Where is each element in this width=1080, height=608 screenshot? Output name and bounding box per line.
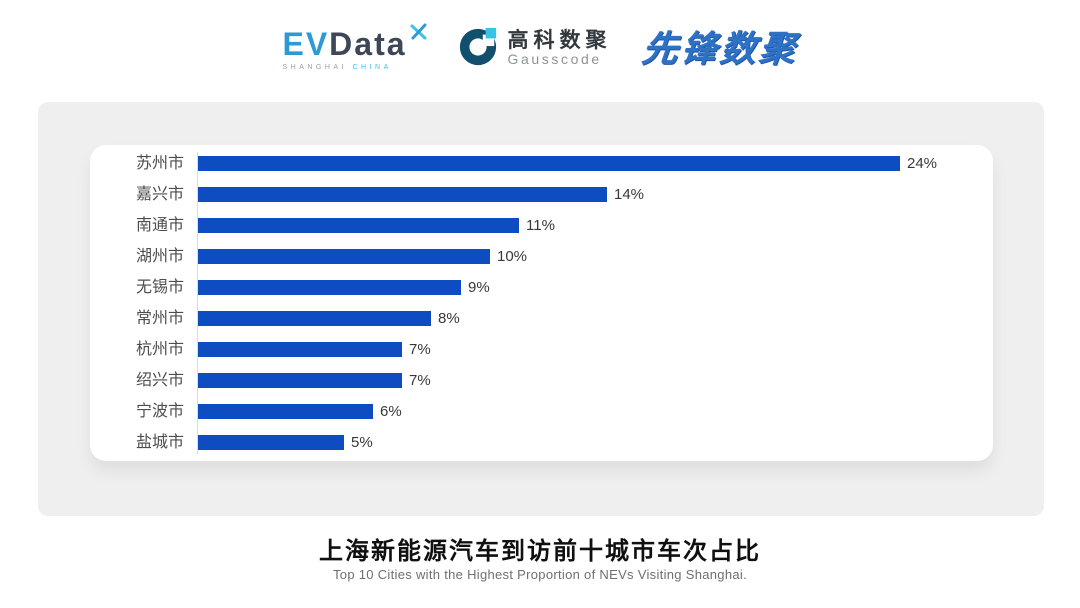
bar-chart: 苏州市 24% 嘉兴市 14% 南通市 11% 湖州市 10% 无锡市 9% bbox=[90, 148, 985, 458]
bar bbox=[197, 404, 373, 419]
bar-row: 盐城市 5% bbox=[90, 427, 985, 458]
bar bbox=[197, 218, 519, 233]
bar-track: 6% bbox=[197, 396, 985, 427]
evdata-logo: EV Data SHANGHAI CHINA bbox=[282, 23, 427, 71]
bar-value-label: 9% bbox=[468, 279, 490, 296]
chart-panel: 苏州市 24% 嘉兴市 14% 南通市 11% 湖州市 10% 无锡市 9% bbox=[90, 145, 993, 461]
bar bbox=[197, 373, 402, 388]
bar-track: 5% bbox=[197, 427, 985, 458]
bar-value-label: 14% bbox=[614, 186, 645, 203]
bar bbox=[197, 342, 402, 357]
bar-category-label: 宁波市 bbox=[135, 402, 184, 420]
bar-track: 11% bbox=[197, 210, 985, 241]
gausscode-g-icon bbox=[457, 26, 499, 73]
bar bbox=[197, 435, 344, 450]
bar bbox=[197, 187, 607, 202]
evdata-data-text: Data bbox=[329, 25, 407, 62]
bar-track: 9% bbox=[197, 272, 985, 303]
chart-title: 上海新能源汽车到访前十城市车次占比 bbox=[319, 538, 761, 565]
bar-row: 嘉兴市 14% bbox=[90, 179, 985, 210]
evdata-ev-text: EV bbox=[282, 25, 330, 62]
bar-track: 14% bbox=[197, 179, 985, 210]
bar-track: 10% bbox=[197, 241, 985, 272]
xianfeng-wordmark: 先锋数聚 bbox=[639, 28, 800, 69]
gausscode-en-name: Gausscode bbox=[507, 51, 602, 68]
bar-row: 绍兴市 7% bbox=[90, 365, 985, 396]
bar-category-label: 苏州市 bbox=[135, 154, 184, 172]
bar-category-label: 无锡市 bbox=[135, 278, 184, 296]
bar-row: 苏州市 24% bbox=[90, 148, 985, 179]
evdata-wordmark: EV Data bbox=[282, 28, 406, 60]
bar-row: 宁波市 6% bbox=[90, 396, 985, 427]
bar-row: 杭州市 7% bbox=[90, 334, 985, 365]
bar-rows: 苏州市 24% 嘉兴市 14% 南通市 11% 湖州市 10% 无锡市 9% bbox=[90, 148, 985, 458]
bar-category-label: 杭州市 bbox=[135, 340, 184, 358]
bar bbox=[197, 156, 900, 171]
bar-category-label: 绍兴市 bbox=[135, 371, 184, 389]
bar-value-label: 7% bbox=[409, 372, 431, 389]
bar-value-label: 11% bbox=[526, 217, 555, 234]
bar-category-label: 南通市 bbox=[135, 216, 184, 234]
bar-value-label: 24% bbox=[907, 155, 938, 172]
bar-value-label: 5% bbox=[351, 434, 373, 451]
bar-track: 7% bbox=[197, 334, 985, 365]
bar-value-label: 10% bbox=[497, 248, 528, 265]
bar-track: 24% bbox=[197, 148, 985, 179]
y-axis-line bbox=[197, 152, 198, 454]
bar-track: 8% bbox=[197, 303, 985, 334]
bar-category-label: 湖州市 bbox=[135, 247, 184, 265]
chart-card: 苏州市 24% 嘉兴市 14% 南通市 11% 湖州市 10% 无锡市 9% bbox=[38, 102, 1044, 516]
bar-category-label: 嘉兴市 bbox=[135, 185, 184, 203]
gausscode-logo: 高科数聚 Gausscode bbox=[457, 26, 612, 73]
bar-value-label: 8% bbox=[438, 310, 460, 327]
bar-row: 湖州市 10% bbox=[90, 241, 985, 272]
chart-subtitle: Top 10 Cities with the Highest Proportio… bbox=[333, 567, 747, 582]
evdata-x-spark-icon bbox=[409, 22, 429, 47]
bar bbox=[197, 249, 490, 264]
bar-value-label: 6% bbox=[380, 403, 402, 420]
bar-category-label: 盐城市 bbox=[135, 433, 184, 451]
gausscode-cn-name: 高科数聚 bbox=[507, 29, 612, 53]
bar-row: 无锡市 9% bbox=[90, 272, 985, 303]
logo-bar: EV Data SHANGHAI CHINA 高科数聚 Gausscode 先锋数… bbox=[0, 20, 1080, 78]
evdata-subtext: SHANGHAI CHINA bbox=[282, 63, 392, 71]
bar-value-label: 7% bbox=[409, 341, 431, 358]
gausscode-text: 高科数聚 Gausscode bbox=[508, 30, 612, 67]
bar-row: 常州市 8% bbox=[90, 303, 985, 334]
bar-category-label: 常州市 bbox=[135, 309, 184, 327]
bar-row: 南通市 11% bbox=[90, 210, 985, 241]
bar-track: 7% bbox=[197, 365, 985, 396]
bar bbox=[197, 280, 461, 295]
bar bbox=[197, 311, 431, 326]
